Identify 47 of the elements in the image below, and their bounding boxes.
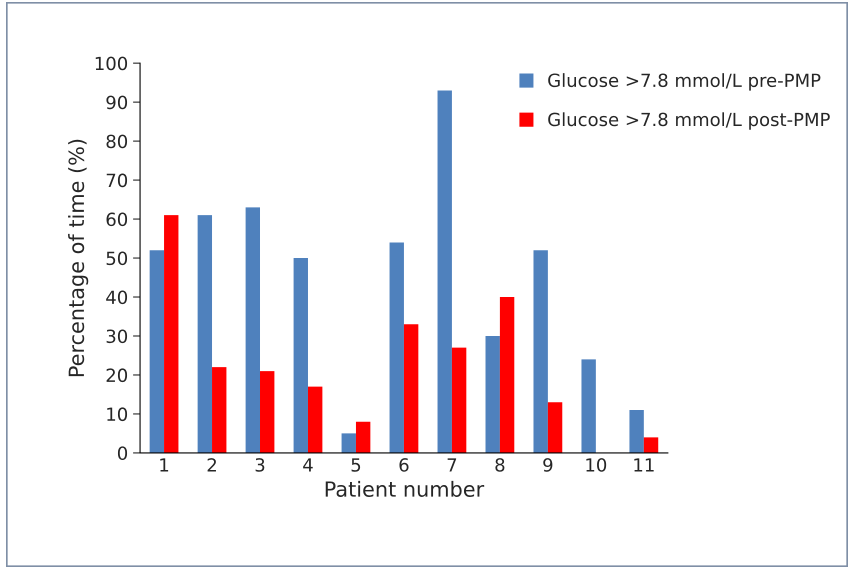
bar [260, 371, 274, 453]
bar [548, 402, 562, 453]
bar [308, 386, 322, 453]
y-tick-label: 0 [118, 446, 128, 460]
x-tick-label: 10 [586, 458, 606, 472]
y-tick-label: 10 [107, 407, 128, 422]
bar [452, 348, 466, 453]
bar [644, 437, 658, 453]
x-tick-label: 2 [208, 458, 216, 472]
y-axis-title: Percentage of time (%) [68, 140, 88, 376]
bar [581, 359, 596, 453]
y-tick-label: 90 [106, 96, 128, 110]
y-tick-label: 20 [106, 368, 128, 382]
x-tick-label: 6 [399, 458, 409, 472]
bar [533, 250, 548, 453]
y-tick-label: 100 [96, 56, 128, 70]
y-tick-label: 40 [106, 290, 128, 304]
x-tick-label: 8 [495, 458, 504, 472]
legend-label: Glucose >7.8 mmol/L post-PMP [548, 112, 830, 130]
x-tick-label: 11 [634, 458, 654, 472]
bar [246, 207, 260, 453]
bar [486, 336, 500, 453]
bar [438, 90, 452, 453]
bar [356, 422, 370, 453]
bar [212, 367, 226, 453]
x-tick-label: 7 [448, 458, 456, 472]
legend-label: Glucose >7.8 mmol/L pre-PMP [548, 73, 820, 91]
bar [500, 297, 514, 453]
x-tick-label: 4 [303, 458, 313, 472]
bar [164, 215, 178, 453]
bar [198, 215, 212, 453]
y-tick-label: 70 [106, 174, 128, 188]
y-tick-label: 60 [106, 212, 128, 226]
y-tick-label: 30 [106, 329, 128, 344]
x-tick-label: 1 [160, 458, 168, 472]
bar [390, 242, 404, 453]
x-tick-label: 9 [543, 458, 552, 472]
bar [150, 250, 164, 453]
bar [342, 433, 356, 453]
y-tick-label: 50 [106, 252, 128, 266]
x-tick-label: 5 [352, 458, 360, 472]
bar [294, 258, 308, 453]
y-tick-label: 80 [106, 134, 128, 148]
bar [404, 324, 418, 453]
x-tick-label: 3 [256, 458, 264, 472]
bar [629, 410, 644, 453]
x-axis-title: Patient number [326, 480, 484, 497]
